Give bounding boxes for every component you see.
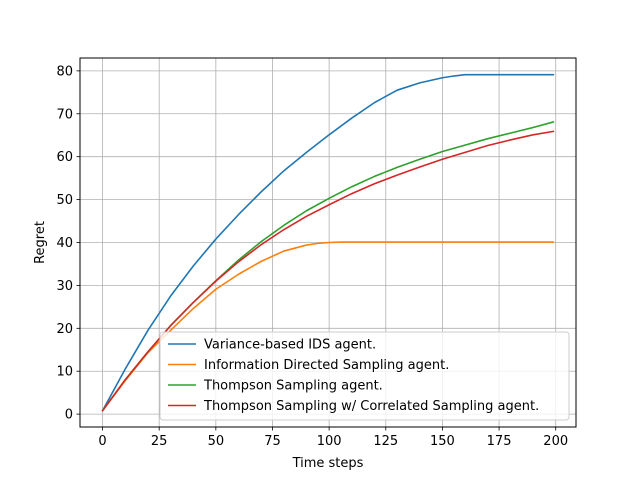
y-axis-label: Regret — [33, 221, 48, 264]
legend-entry-label: Thompson Sampling agent. — [203, 379, 383, 394]
series-line-1 — [101, 73, 555, 412]
y-tick-label: 40 — [56, 236, 73, 251]
legend-entry-label: Variance-based IDS agent. — [204, 338, 376, 353]
y-tick-label: 80 — [56, 64, 73, 79]
x-tick-label: 125 — [373, 434, 398, 449]
x-tick-label: 175 — [487, 434, 512, 449]
y-tick-label: 10 — [56, 365, 73, 380]
y-axis-ticks: 0 10 20 30 40 50 60 70 80 — [56, 64, 80, 423]
x-axis-ticks: 0 25 50 75 100 125 150 175 200 — [98, 427, 568, 449]
legend-entry-label: Thompson Sampling w/ Correlated Sampling… — [203, 399, 539, 414]
series-line-4 — [101, 130, 555, 412]
y-tick-label: 20 — [56, 322, 73, 337]
x-tick-label: 150 — [430, 434, 455, 449]
x-tick-label: 200 — [543, 434, 568, 449]
x-tick-label: 25 — [151, 434, 168, 449]
series-lines — [101, 73, 555, 412]
x-axis-label: Time steps — [292, 456, 364, 471]
legend: Variance-based IDS agent. Information Dir… — [159, 331, 570, 421]
y-tick-label: 70 — [56, 107, 73, 122]
series-line-2 — [101, 241, 555, 412]
y-tick-label: 0 — [65, 408, 73, 423]
y-tick-label: 60 — [56, 150, 73, 165]
y-tick-label: 30 — [56, 279, 73, 294]
legend-box — [159, 331, 570, 421]
x-tick-label: 0 — [98, 434, 106, 449]
x-tick-label: 100 — [317, 434, 342, 449]
x-tick-label: 75 — [264, 434, 281, 449]
y-tick-label: 50 — [56, 193, 73, 208]
x-tick-label: 50 — [208, 434, 225, 449]
legend-entry-label: Information Directed Sampling agent. — [204, 358, 449, 373]
